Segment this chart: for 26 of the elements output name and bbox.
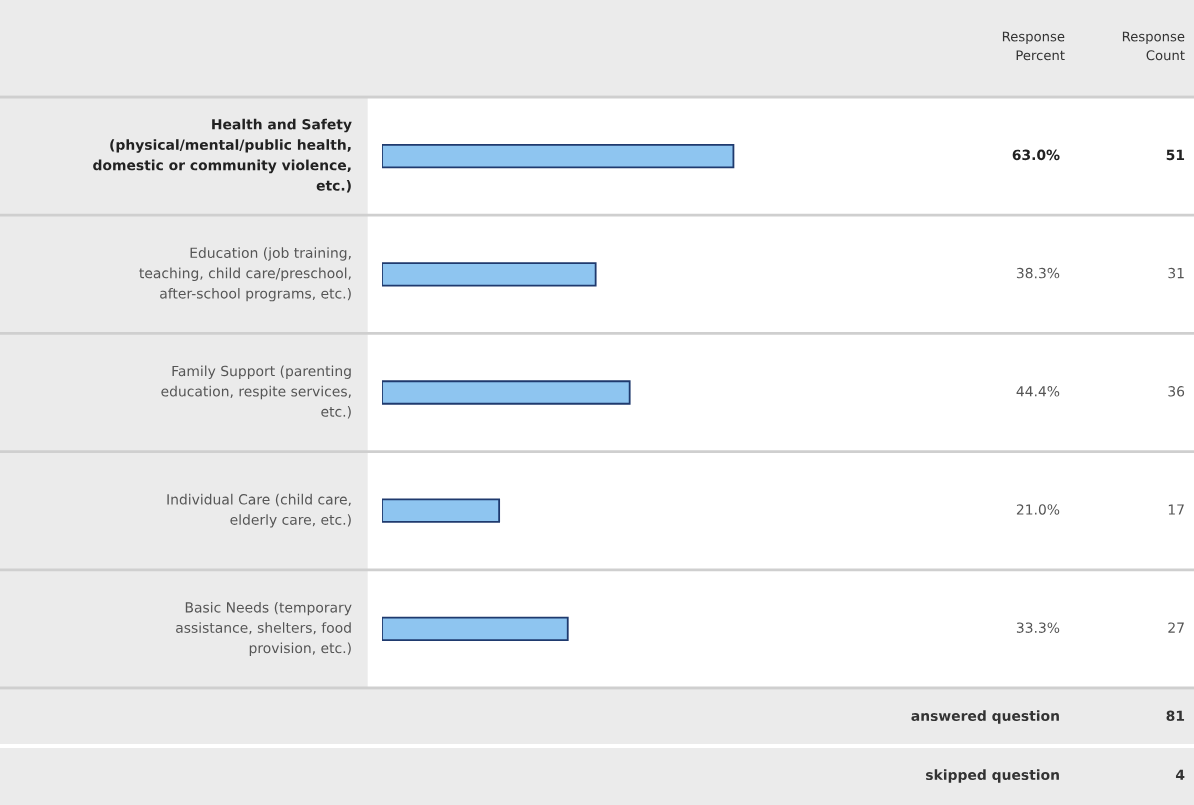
bar <box>382 143 735 169</box>
y-tick-label: Health and Safety (physical/mental/public health, domestic or community violence, etc.) <box>93 118 352 193</box>
bar <box>382 498 501 523</box>
data-label: 44.4% <box>1016 386 1060 397</box>
text: 51 <box>1166 149 1185 161</box>
text: Response Count <box>1122 31 1185 61</box>
text: skipped question <box>926 769 1059 783</box>
text: 4 <box>1175 769 1185 780</box>
text: 81 <box>1166 710 1185 722</box>
text: 27 <box>1168 622 1184 633</box>
data-label: 38.3% <box>1016 267 1060 279</box>
y-tick-label: Basic Needs (temporary assistance, shelters, food provision, etc.) <box>176 601 352 656</box>
y-tick-label: Individual Care (child care, elderly care, etc.) <box>167 493 351 528</box>
bar <box>382 262 597 287</box>
bar <box>382 616 569 642</box>
text: answered question <box>911 710 1059 724</box>
bar <box>382 380 631 405</box>
text: 31 <box>1168 267 1184 279</box>
text: 36 <box>1168 386 1185 397</box>
text: 17 <box>1168 504 1184 515</box>
text: Response Percent <box>1002 31 1065 61</box>
y-tick-label: Education (job training, teaching, child care/preschool, after-school programs, etc.) <box>139 247 351 302</box>
data-label: 33.3% <box>1016 622 1060 633</box>
data-label: 21.0% <box>1016 504 1060 515</box>
y-tick-label: Family Support (parenting education, respite services, etc.) <box>161 365 351 419</box>
data-label: 63.0% <box>1012 149 1060 161</box>
